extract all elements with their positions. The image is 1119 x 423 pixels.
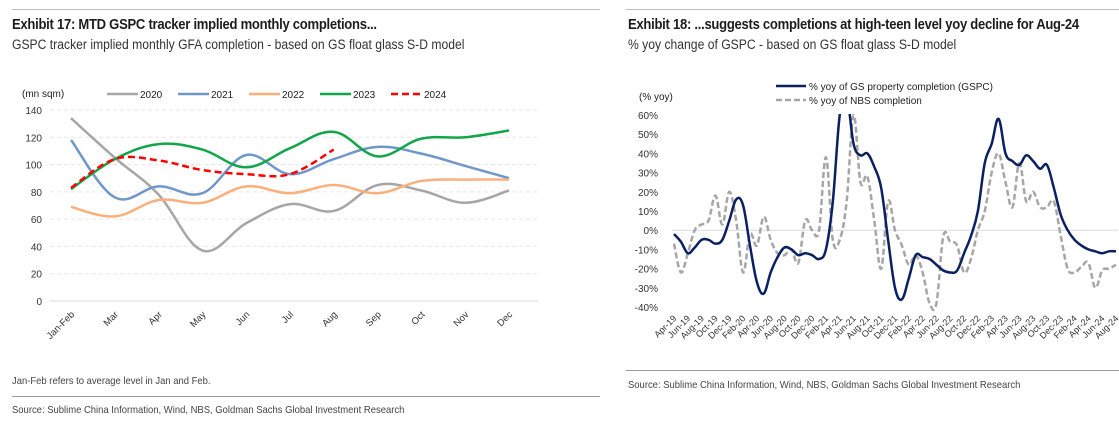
- y-tick-label: 100: [25, 161, 42, 172]
- y-tick-label: 30%: [638, 169, 658, 180]
- y-tick-label: 0: [36, 297, 42, 308]
- bottom-divider: [12, 396, 600, 397]
- y-tick-label: 40%: [638, 149, 658, 160]
- y-tick-label: 50%: [638, 130, 658, 141]
- exhibit-18-subtitle: % yoy change of GSPC - based on GS float…: [628, 37, 957, 52]
- x-tick-label: Mar: [102, 309, 121, 328]
- x-tick-label: Apr: [146, 309, 164, 327]
- series-line-2021: [69, 139, 510, 201]
- exhibit-18-chart: -40%-30%-20%-10%0%10%20%30%40%50%60%Apr-…: [635, 82, 1119, 341]
- exhibit-18-title: Exhibit 18: ...suggests completions at h…: [628, 17, 1079, 33]
- legend-label-2022: 2022: [282, 90, 305, 101]
- y-tick-label: 60: [31, 215, 43, 226]
- series-line-gspc: [673, 114, 1117, 302]
- y-tick-label: -10%: [635, 245, 658, 256]
- legend-label-2021: 2021: [211, 90, 234, 101]
- x-tick-label: Oct: [409, 309, 427, 327]
- legend-label-2020: 2020: [140, 90, 163, 101]
- exhibit-18-source: Source: Sublime China Information, Wind,…: [628, 379, 1021, 391]
- x-tick-label: Sep: [364, 309, 384, 329]
- top-divider: [12, 9, 600, 10]
- y-tick-label: 20: [31, 270, 43, 281]
- y-tick-label: 20%: [638, 188, 658, 199]
- bottom-divider: [626, 370, 1119, 371]
- x-tick-label: Dec: [495, 309, 515, 329]
- exhibit-17-chart: 0 20 40 60 80 100 120 140 Jan-Feb Mar Apr May Jun Jul…: [22, 89, 538, 342]
- series-line-2023: [70, 129, 510, 191]
- y-tick-label: -30%: [635, 284, 658, 295]
- y-tick-label: 140: [25, 106, 42, 117]
- legend-label-2023: 2023: [353, 90, 376, 101]
- legend-label-2024: 2024: [424, 90, 447, 101]
- y-axis-unit-label: (mn sqm): [22, 89, 64, 100]
- y-tick-label: 40: [31, 242, 43, 253]
- series-line-2022: [70, 178, 510, 218]
- exhibit-18-panel: Exhibit 18: ...suggests completions at h…: [626, 0, 1119, 423]
- x-tick-label: Jan-Feb: [45, 309, 77, 341]
- x-tick-label: Jul: [280, 309, 296, 325]
- y-tick-label: -40%: [635, 303, 658, 314]
- exhibit-17-footnote: Jan-Feb refers to average level in Jan a…: [12, 375, 211, 387]
- top-divider: [626, 9, 1119, 10]
- legend-label-gspc: % yoy of GS property completion (GSPC): [809, 82, 993, 93]
- x-tick-label: Nov: [452, 309, 472, 329]
- y-tick-label: 0%: [644, 226, 659, 237]
- y-tick-label: 120: [25, 133, 42, 144]
- exhibit-17-title: Exhibit 17: MTD GSPC tracker implied mon…: [12, 17, 377, 33]
- legend-label-nbs: % yoy of NBS completion: [809, 96, 922, 107]
- series-line-2020: [70, 117, 510, 253]
- x-tick-label: Jun: [234, 309, 253, 328]
- y-tick-label: 10%: [638, 207, 658, 218]
- y-tick-label: 80: [31, 188, 43, 199]
- y-tick-label: 60%: [638, 111, 658, 122]
- x-tick-label: Aug: [320, 309, 340, 329]
- y-tick-label: -20%: [635, 265, 658, 276]
- x-tick-label: May: [188, 309, 209, 330]
- exhibit-17-source: Source: Sublime China Information, Wind,…: [12, 404, 405, 416]
- series-line-nbs: [672, 114, 1117, 312]
- exhibit-17-subtitle: GSPC tracker implied monthly GFA complet…: [12, 37, 465, 52]
- y-axis-unit-label: (% yoy): [639, 92, 673, 103]
- exhibit-17-panel: Exhibit 17: MTD GSPC tracker implied mon…: [12, 9, 600, 416]
